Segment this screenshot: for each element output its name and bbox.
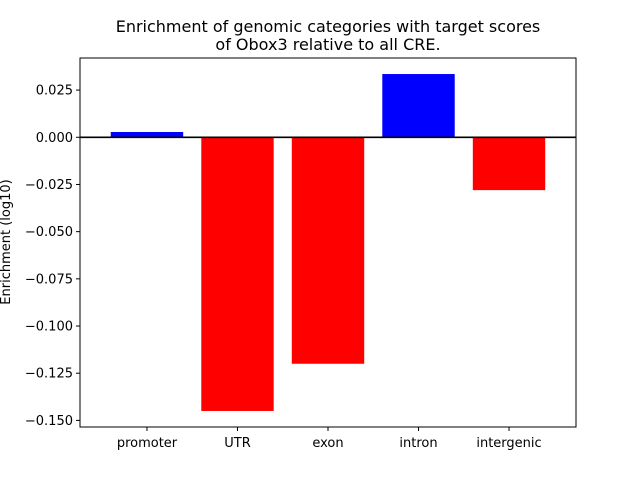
y-tick-label: −0.075: [25, 272, 73, 287]
y-tick-label: −0.025: [25, 178, 73, 193]
x-tick-label: intron: [399, 436, 437, 451]
bar-UTR: [201, 137, 274, 411]
chart-title-line1: Enrichment of genomic categories with ta…: [116, 17, 541, 36]
bar-intron: [382, 74, 455, 138]
x-tick-label: exon: [312, 436, 343, 451]
chart-title-line2: of Obox3 relative to all CRE.: [215, 35, 440, 54]
y-tick-label: 0.025: [36, 84, 73, 99]
x-tick-label: promoter: [117, 436, 178, 451]
y-tick-label: 0.000: [36, 131, 73, 146]
bar-exon: [291, 137, 365, 364]
y-axis-label: Enrichment (log10): [0, 179, 14, 304]
bar-intergenic: [472, 137, 546, 191]
y-tick-label: −0.050: [25, 225, 73, 240]
bar-promoter: [110, 131, 184, 138]
y-tick-label: −0.100: [25, 320, 73, 335]
x-tick-label: UTR: [224, 436, 251, 451]
plot-area: 0.025 0.000 −0.025 −0.050 −0.075 −0.100 −0.125…: [25, 57, 577, 451]
y-tick-label: −0.125: [25, 367, 73, 382]
x-tick-label: intergenic: [476, 436, 541, 451]
y-tick-label: −0.150: [25, 414, 73, 429]
